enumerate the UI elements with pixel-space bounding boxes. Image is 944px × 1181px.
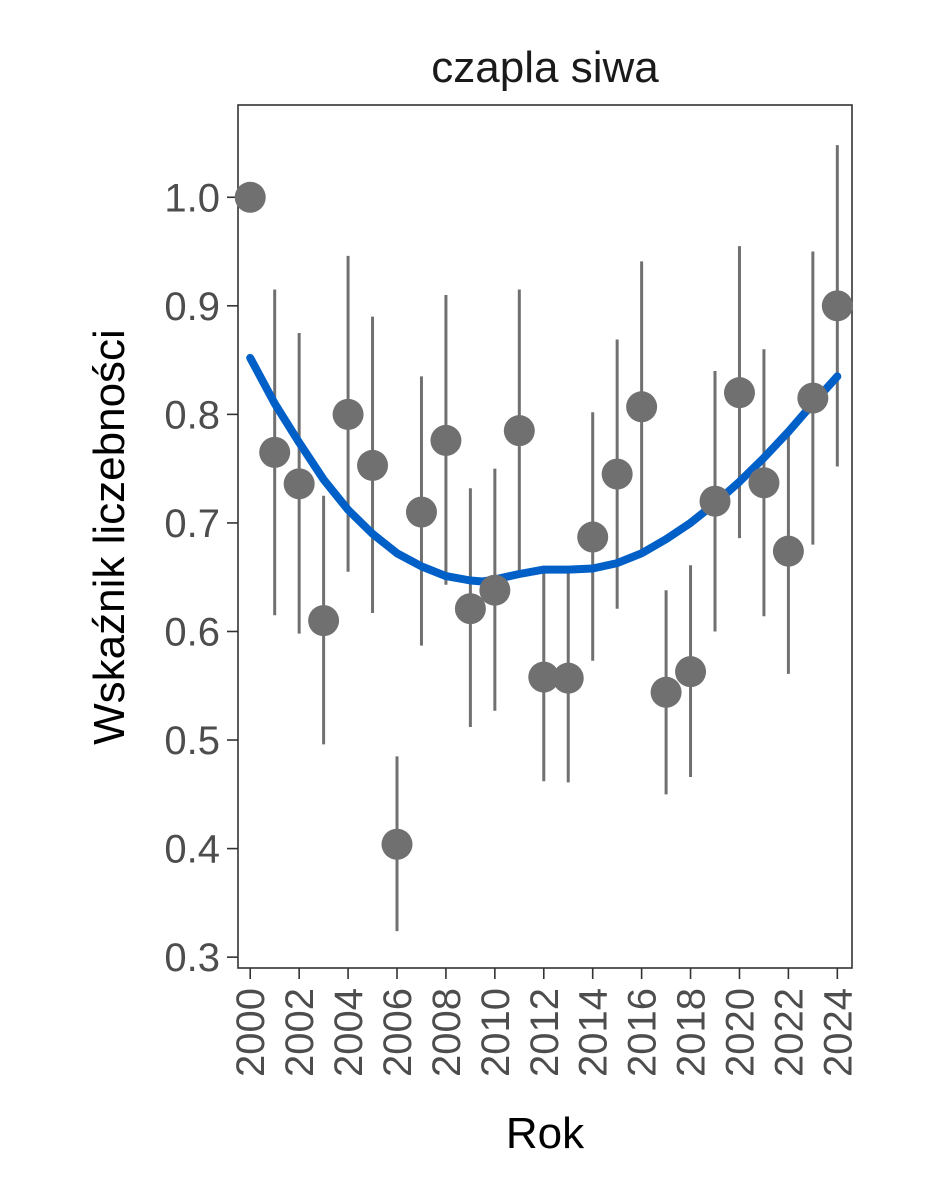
data-point (503, 415, 535, 447)
data-point (601, 458, 633, 490)
x-tick-label: 2024 (816, 988, 860, 1077)
data-point (650, 676, 682, 708)
x-tick-label: 2000 (229, 988, 273, 1077)
x-tick-label: 2012 (523, 988, 567, 1077)
x-tick-label: 2018 (670, 988, 714, 1077)
y-tick-label: 0.4 (164, 828, 220, 872)
x-tick-label: 2008 (425, 988, 469, 1077)
data-point (552, 662, 584, 694)
chart-title: czapla siwa (431, 43, 659, 92)
y-tick-label: 1.0 (164, 176, 220, 220)
data-point (283, 468, 315, 500)
data-point (821, 290, 853, 322)
x-tick-label: 2002 (278, 988, 322, 1077)
y-tick-label: 0.3 (164, 936, 220, 980)
x-axis: 2000 2002 2004 2006 2008 2010 2012 2014 2016 2018… (229, 968, 860, 1077)
y-tick-label: 0.9 (164, 285, 220, 329)
y-tick-label: 0.6 (164, 610, 220, 654)
y-tick-label: 0.7 (164, 502, 220, 546)
x-axis-title: Rok (506, 1109, 585, 1158)
data-point (699, 485, 731, 517)
data-point (772, 535, 804, 567)
data-point (357, 449, 389, 481)
y-tick-label: 0.5 (164, 719, 220, 763)
data-point (797, 382, 829, 414)
data-points (234, 181, 853, 860)
y-tick-label: 0.8 (164, 393, 220, 437)
x-tick-label: 2004 (327, 988, 371, 1077)
data-point (675, 656, 707, 688)
y-axis: 0.3 0.4 0.5 0.6 0.7 0.8 0.9 1.0 (164, 176, 238, 980)
data-point (626, 391, 658, 423)
data-point (308, 605, 340, 637)
data-point (234, 181, 266, 213)
data-point (577, 521, 609, 553)
data-point (259, 436, 291, 468)
trend-line (246, 353, 842, 586)
data-point (528, 661, 560, 693)
data-point (405, 496, 437, 528)
data-point (381, 828, 413, 860)
data-point (748, 467, 780, 499)
error-bars (273, 145, 839, 932)
x-tick-label: 2022 (767, 988, 811, 1077)
x-tick-label: 2014 (572, 988, 616, 1077)
data-point (454, 593, 486, 625)
data-point (479, 574, 511, 606)
data-point (723, 377, 755, 409)
x-tick-label: 2010 (474, 988, 518, 1077)
x-tick-label: 2020 (718, 988, 762, 1077)
data-point (332, 398, 364, 430)
data-point (430, 424, 462, 456)
plot-frame (237, 104, 853, 969)
y-axis-title: Wskaźnik liczebności (85, 329, 134, 745)
x-tick-label: 2006 (376, 988, 420, 1077)
x-tick-label: 2016 (621, 988, 665, 1077)
